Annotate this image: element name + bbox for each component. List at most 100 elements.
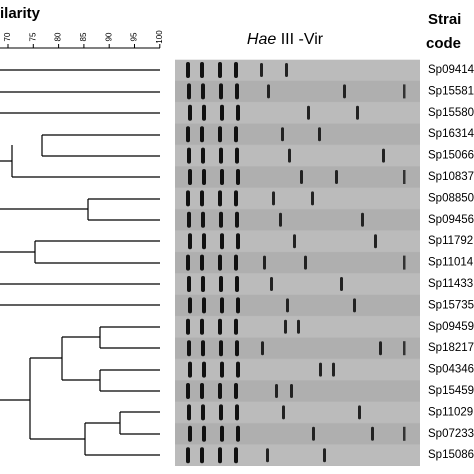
- dendrogram: [0, 69, 160, 456]
- band: [234, 383, 238, 399]
- band: [236, 361, 240, 378]
- tick-label: 95: [130, 32, 139, 41]
- band: [288, 148, 291, 163]
- band: [202, 233, 206, 250]
- strain-label: Sp11792: [428, 235, 473, 247]
- band: [312, 426, 315, 441]
- band: [361, 212, 364, 227]
- band: [234, 62, 238, 78]
- band: [279, 212, 282, 227]
- band: [200, 383, 204, 399]
- band: [218, 254, 222, 271]
- band: [340, 277, 343, 291]
- band: [188, 104, 192, 121]
- band: [219, 83, 223, 100]
- band: [202, 297, 206, 314]
- band: [318, 127, 321, 142]
- strain-label: Sp15086: [428, 449, 474, 461]
- band: [220, 297, 224, 314]
- band: [218, 190, 222, 207]
- band: [263, 255, 266, 270]
- band: [218, 383, 222, 399]
- band: [200, 190, 204, 207]
- band: [201, 340, 205, 357]
- strain-label: Sp15735: [428, 299, 474, 311]
- label-bg: [420, 60, 474, 80]
- band: [235, 83, 239, 100]
- band: [202, 425, 206, 442]
- lane-shade: [175, 337, 420, 359]
- band: [311, 191, 314, 206]
- band: [281, 127, 284, 142]
- band: [219, 340, 223, 357]
- band: [323, 448, 326, 463]
- label-bg: [420, 381, 474, 401]
- scale-ticks: 70 75 80 85 90 95 100: [3, 30, 164, 48]
- codes-label: Strai: [428, 11, 461, 28]
- lane-shade: [175, 273, 420, 295]
- band: [275, 384, 278, 398]
- band: [218, 62, 222, 78]
- tick-label: 85: [79, 32, 88, 41]
- band: [300, 170, 303, 184]
- label-bg: [420, 124, 474, 145]
- band: [220, 361, 224, 378]
- gel-title: Hae III -Vir: [247, 31, 324, 48]
- band: [220, 169, 224, 185]
- band: [188, 233, 192, 250]
- tick-label: 90: [104, 32, 113, 41]
- band: [403, 84, 406, 99]
- band: [235, 276, 239, 292]
- band: [260, 63, 263, 77]
- band: [297, 319, 300, 334]
- label-bg: [420, 145, 474, 166]
- band: [270, 277, 273, 291]
- band: [236, 104, 240, 121]
- band: [186, 383, 190, 399]
- band: [219, 404, 223, 421]
- band: [186, 318, 190, 335]
- band: [188, 361, 192, 378]
- band: [200, 62, 204, 78]
- tick-label: 80: [54, 32, 63, 41]
- title-rest: III -Vir: [276, 31, 323, 48]
- band: [234, 190, 238, 207]
- band: [272, 191, 275, 206]
- strain-label: Sp07233: [428, 428, 474, 440]
- band: [358, 405, 361, 420]
- band: [187, 83, 191, 100]
- title-italic: Hae: [247, 31, 276, 48]
- band: [235, 340, 239, 357]
- lane-shade: [175, 252, 420, 274]
- band: [266, 448, 269, 463]
- band: [187, 211, 191, 228]
- band: [201, 276, 205, 292]
- band: [218, 318, 222, 335]
- band: [187, 276, 191, 292]
- band: [188, 425, 192, 442]
- strain-label: Sp11433: [428, 278, 473, 290]
- band: [201, 211, 205, 228]
- band: [186, 254, 190, 271]
- band: [284, 319, 287, 334]
- strain-label: Sp16314: [428, 128, 474, 140]
- lane-shade: [175, 359, 420, 381]
- band: [307, 105, 310, 120]
- band: [293, 234, 296, 249]
- strain-label: Sp15459: [428, 385, 474, 397]
- lane-shade: [175, 444, 420, 466]
- band: [335, 170, 338, 184]
- gel-bands: [175, 59, 420, 466]
- strain-label: Sp15066: [428, 150, 474, 162]
- band: [235, 211, 239, 228]
- label-bg: [420, 423, 474, 444]
- band: [220, 425, 224, 442]
- band: [186, 190, 190, 207]
- band: [202, 361, 206, 378]
- band: [286, 298, 289, 313]
- strain-label: Sp15580: [428, 107, 474, 119]
- strain-label: Sp11029: [428, 406, 473, 418]
- band: [285, 63, 288, 77]
- label-bg: [420, 316, 474, 337]
